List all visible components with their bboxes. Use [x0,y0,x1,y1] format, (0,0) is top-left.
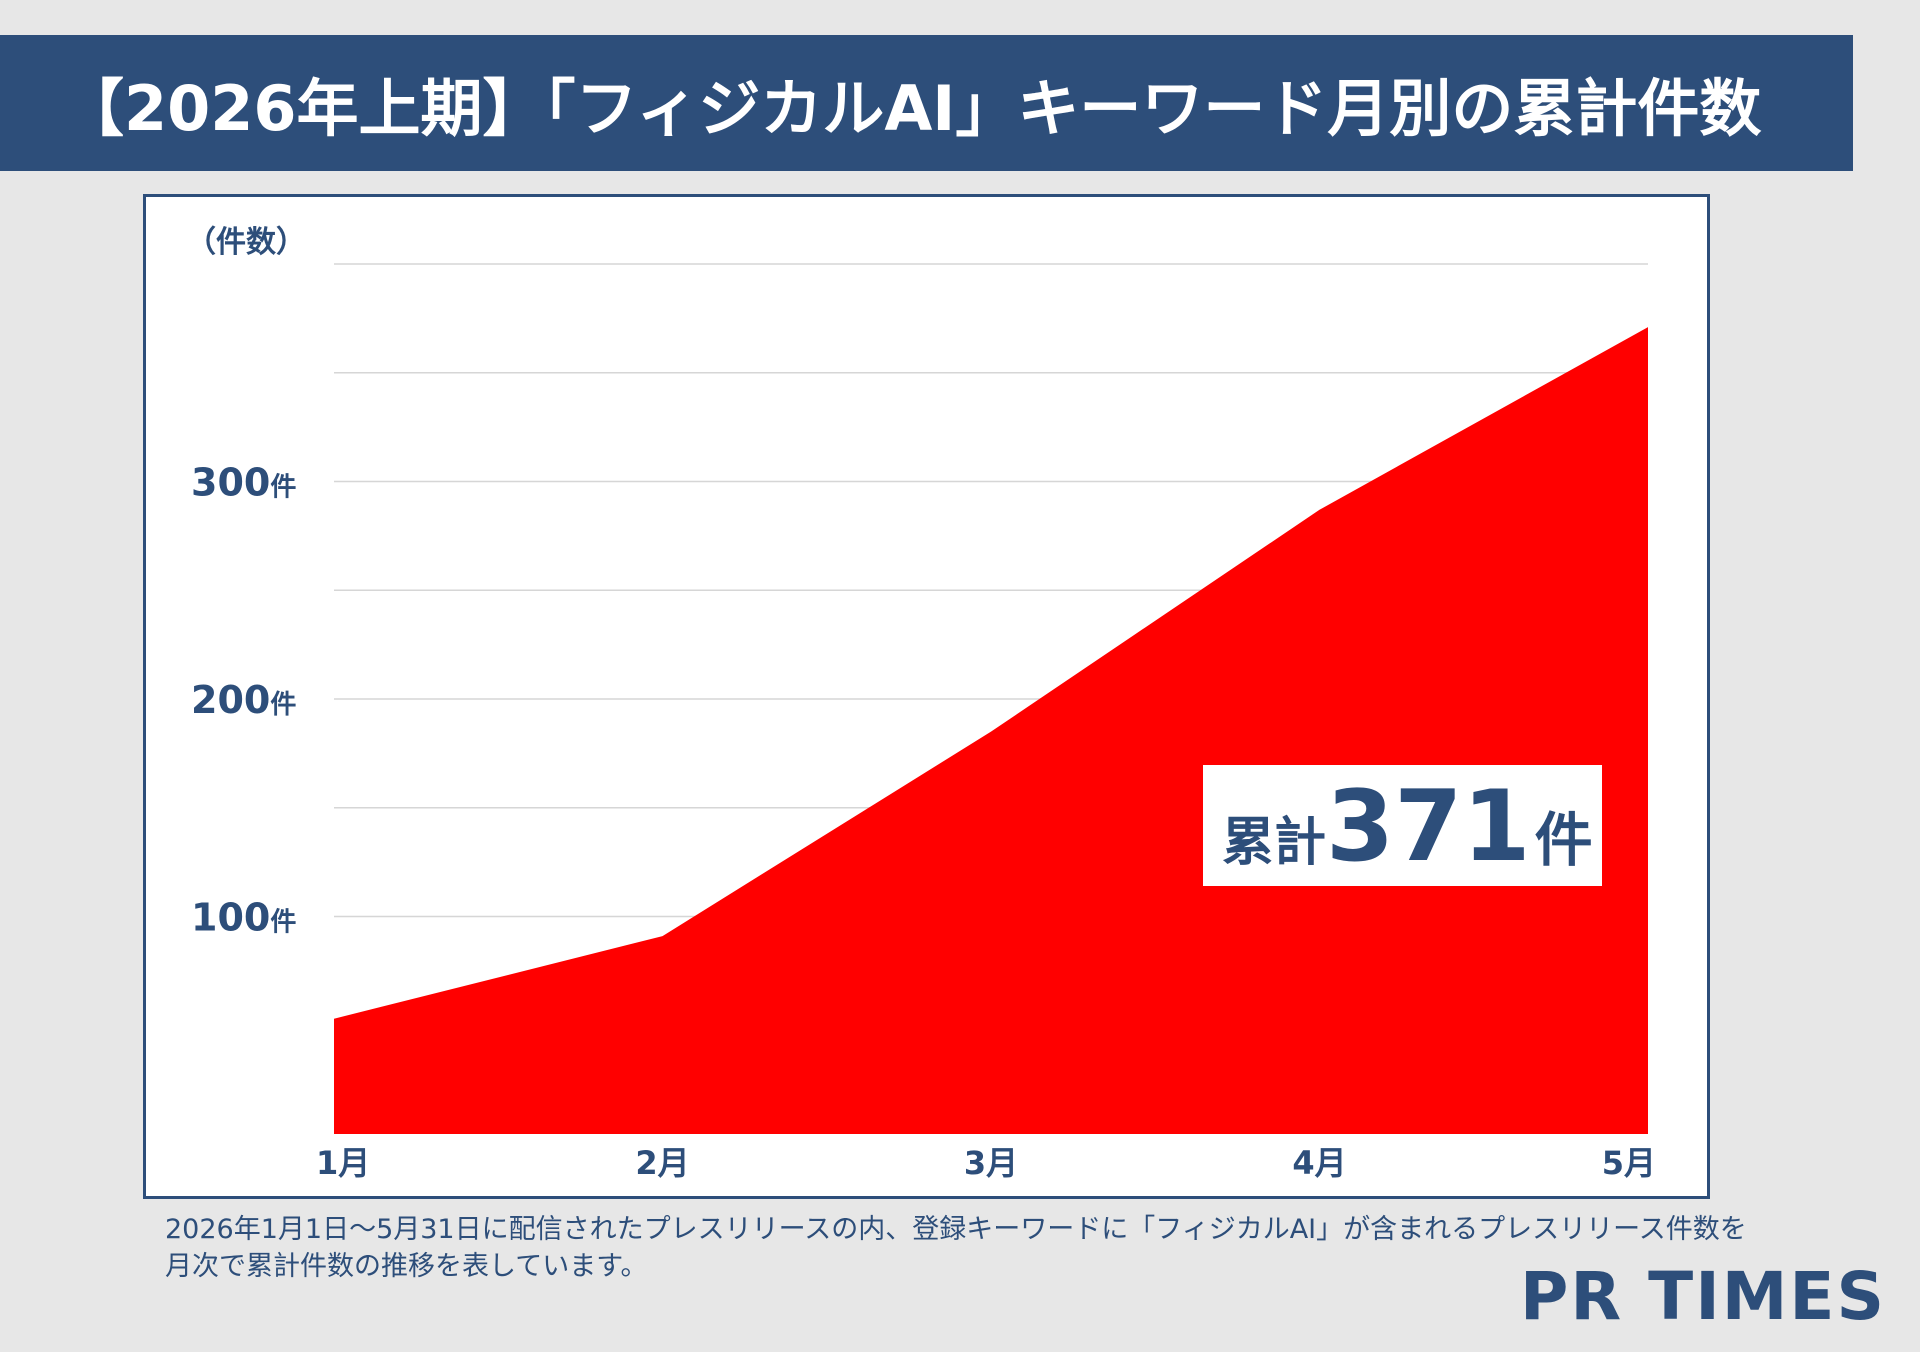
chart-panel: 100件 200件 300件 1月 2月 3月 4月 5月 （件数） 累計371件 [143,194,1710,1199]
y-axis-label: （件数） [186,225,306,260]
x-tick-label: 4月 [1292,1144,1346,1182]
total-annotation: 累計371件 [1203,765,1602,886]
annotation-text: 累計371件 [1222,770,1593,884]
y-tick-label: 300件 [191,461,296,505]
x-tick-label: 2月 [635,1144,689,1182]
caption: 2026年1月1日～5月31日に配信されたプレスリリースの内、登録キーワードに「… [165,1211,1865,1285]
y-tick-label: 200件 [191,678,296,722]
page-title: 【2026年上期】「フィジカルAI」キーワード月別の累計件数 [62,72,1762,145]
area-chart: 100件 200件 300件 1月 2月 3月 4月 5月 （件数） 累計371件 [186,225,1656,1182]
caption-line-2: 月次で累計件数の推移を表しています。 [165,1251,648,1282]
pr-times-logo: PR TIMES [1520,1258,1887,1335]
area-series-fill [334,327,1648,1134]
x-axis-ticks: 1月 2月 3月 4月 5月 [316,1144,1656,1182]
annotation-suffix: 件 [1535,806,1593,874]
x-tick-label: 5月 [1602,1144,1656,1182]
annotation-prefix: 累計 [1222,813,1326,873]
x-tick-label: 1月 [316,1144,370,1182]
title-bar: 【2026年上期】「フィジカルAI」キーワード月別の累計件数 [0,35,1853,171]
y-axis-ticks: 100件 200件 300件 [191,461,296,940]
annotation-box [1203,765,1602,886]
annotation-value: 371 [1326,770,1531,884]
y-tick-label: 100件 [191,896,296,940]
caption-line-1: 2026年1月1日～5月31日に配信されたプレスリリースの内、登録キーワードに「… [165,1214,1747,1245]
x-tick-label: 3月 [964,1144,1018,1182]
